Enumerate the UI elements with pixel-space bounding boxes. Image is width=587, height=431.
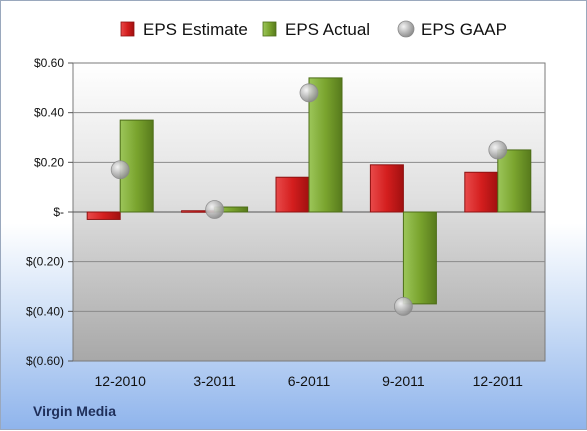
eps-gaap-marker <box>488 140 508 160</box>
eps-actual-bar <box>402 211 437 305</box>
y-tick-label: $0.40 <box>34 106 64 120</box>
y-tick-label: $(0.20) <box>26 255 64 269</box>
x-category-label: 6-2011 <box>288 373 331 389</box>
eps-gaap-marker <box>393 296 413 316</box>
y-tick-label: $- <box>53 205 64 219</box>
legend-estimate-swatch <box>120 21 135 37</box>
eps-estimate-bar <box>369 164 404 213</box>
y-tick-label: $(0.60) <box>26 354 64 368</box>
x-category-label: 12-2011 <box>473 373 524 389</box>
x-category-label: 12-2010 <box>95 373 147 389</box>
legend-label: EPS Estimate <box>143 20 248 39</box>
x-category-label: 9-2011 <box>382 373 425 389</box>
eps-gaap-marker <box>110 160 130 180</box>
eps-gaap-marker <box>205 200 225 219</box>
legend-actual-swatch <box>262 21 277 37</box>
eps-gaap-marker <box>299 83 319 103</box>
legend-gaap-swatch <box>397 20 415 38</box>
legend-label: EPS Actual <box>285 20 370 39</box>
y-tick-label: $0.20 <box>34 155 64 169</box>
legend-label: EPS GAAP <box>421 20 507 39</box>
y-tick-label: $(0.40) <box>26 304 64 318</box>
company-name: Virgin Media <box>33 403 116 419</box>
eps-estimate-bar <box>275 176 310 213</box>
x-category-label: 3-2011 <box>193 373 236 389</box>
eps-estimate-bar <box>86 211 121 220</box>
eps-estimate-bar <box>464 171 499 213</box>
eps-actual-bar <box>497 149 532 213</box>
y-tick-label: $0.60 <box>34 56 64 70</box>
